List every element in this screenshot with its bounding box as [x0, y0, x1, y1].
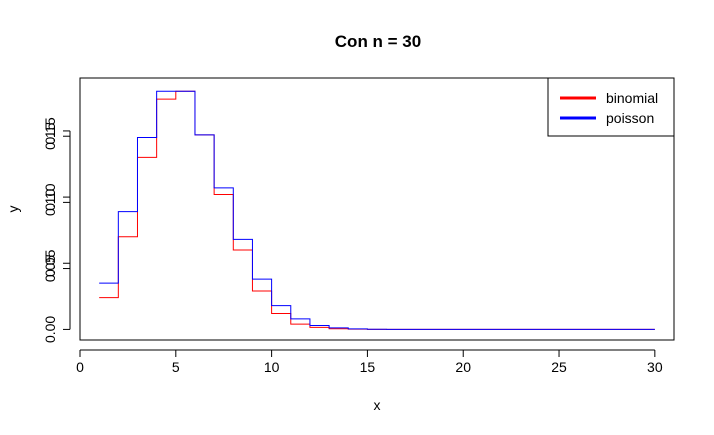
series-layer	[99, 90, 655, 330]
x-tick-label: 5	[172, 359, 180, 375]
y-tick-label: 0.10	[42, 183, 58, 210]
legend-label-binomial: binomial	[606, 90, 658, 106]
x-tick-label: 15	[360, 359, 376, 375]
y-tick-label: 0.15	[42, 122, 58, 149]
x-axis: 0 5 10 15 20 25 30	[76, 349, 663, 375]
x-tick-label: 25	[551, 359, 567, 375]
y-axis-label: y	[5, 206, 21, 213]
series-line-poisson	[99, 90, 655, 330]
y-tick-label: 0.15	[42, 117, 58, 144]
x-axis-label: x	[374, 397, 381, 413]
x-tick-label: 0	[76, 359, 84, 375]
x-tick-label: 20	[455, 359, 471, 375]
y-tick-label: 0.10	[42, 189, 58, 216]
x-tick-label: 30	[647, 359, 663, 375]
y-axis: 0.00 0.05 0.10 0.15 0.05 0.10 0.15	[42, 117, 71, 343]
y-tick-label: 0.05	[42, 255, 58, 282]
chart-title: Con n = 30	[335, 32, 421, 51]
plot-frame	[79, 77, 675, 341]
legend-box	[547, 77, 675, 137]
legend-label-poisson: poisson	[606, 110, 654, 126]
y-tick-label: 0.00	[42, 316, 58, 343]
x-tick-label: 10	[264, 359, 280, 375]
legend: binomial poisson	[547, 77, 675, 137]
y-tick-label: 0.05	[42, 249, 58, 276]
